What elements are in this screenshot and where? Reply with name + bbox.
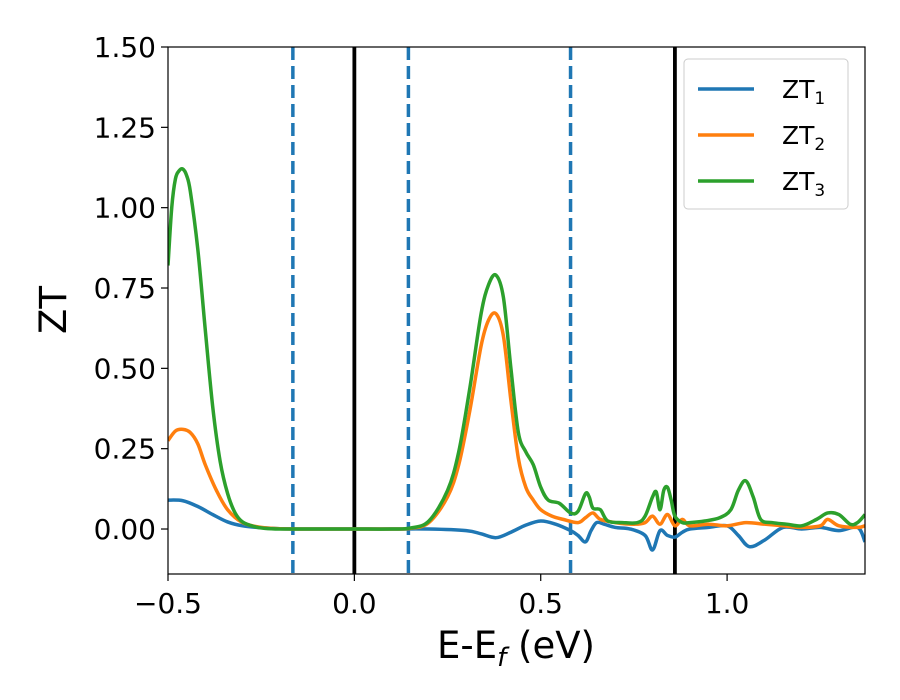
series-line-zt3 [168,167,865,531]
legend-label-zt1: ZT1 [782,75,825,109]
y-axis-title: ZT [32,286,75,334]
x-tick-label: 0.5 [518,587,563,620]
x-axis-title: E-Ef (eV) [437,624,595,673]
legend-subscript: 3 [814,181,825,201]
vertical-lines [291,47,677,574]
x-tick-label: 0.0 [332,587,377,620]
y-tick-label: 0.50 [94,352,156,385]
y-tick-label: 0.00 [94,513,156,546]
y-tick-label: 0.75 [94,272,156,305]
series-lines [168,167,865,552]
legend-box [683,58,849,210]
y-tick-label: 1.25 [94,111,156,144]
legend-subscript: 2 [814,135,825,155]
plot-frame [167,46,866,575]
y-tick-label: 1.00 [94,192,156,225]
y-axis-ticks: 0.00 0.25 0.50 0.75 1.00 1.25 1.50 [94,31,168,546]
legend-subscript: 1 [814,89,825,109]
legend-label-zt2: ZT2 [782,121,825,155]
y-tick-label: 0.25 [94,433,156,466]
legend-label-zt3: ZT3 [782,167,825,201]
x-tick-label: −0.5 [134,587,202,620]
x-tick-label: 1.0 [705,587,750,620]
legend: ZT1 ZT2 ZT3 [683,58,849,210]
y-tick-label: 1.50 [94,31,156,64]
x-axis-ticks: −0.5 0.0 0.5 1.0 [134,574,749,620]
